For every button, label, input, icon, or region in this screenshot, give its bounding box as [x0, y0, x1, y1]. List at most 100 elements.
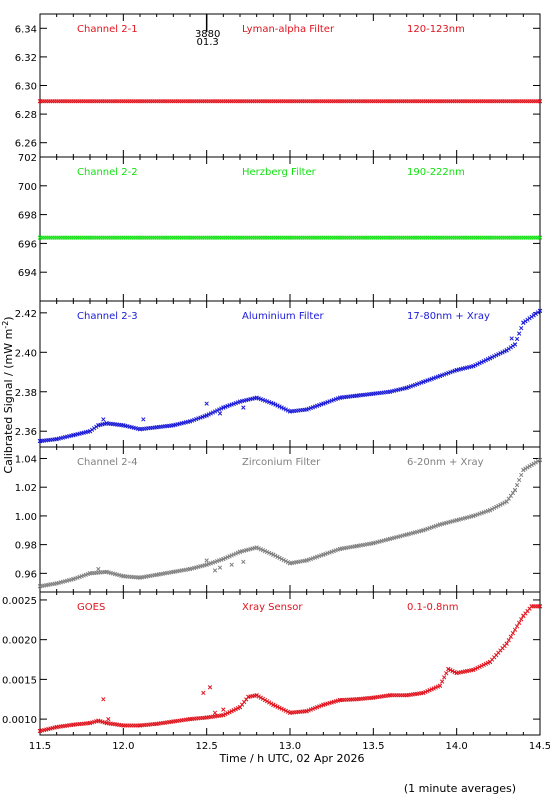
data-point: [221, 556, 226, 562]
data-point: [304, 709, 309, 714]
data-point: [494, 504, 499, 510]
data-point: [137, 575, 143, 580]
data-point: [512, 627, 518, 632]
outlier-point: [212, 568, 218, 573]
data-point: [421, 528, 426, 533]
y-tick-label: 0.0015: [2, 675, 37, 686]
data-point: [354, 697, 359, 702]
data-point: [254, 395, 259, 400]
outlier-point: [204, 558, 209, 563]
channel-label: GOES: [77, 602, 105, 613]
y-tick-label: 6.32: [15, 53, 37, 64]
data-point: [104, 421, 109, 426]
data-point: [258, 695, 263, 700]
data-point: [187, 716, 193, 722]
data-point: [104, 569, 109, 575]
data-point: [514, 336, 520, 342]
data-point: [337, 395, 343, 400]
y-tick-label: 698: [18, 211, 37, 222]
data-point: [96, 718, 101, 723]
data-point: [454, 670, 459, 676]
data-point: [337, 697, 343, 703]
footnote: (1 minute averages): [404, 782, 516, 795]
data-point: [504, 499, 509, 504]
band-label: 6-20nm + Xray: [407, 457, 484, 468]
outlier-point: [509, 336, 514, 341]
data-point: [204, 413, 209, 418]
outlier-point: [204, 401, 209, 406]
data-point: [517, 331, 522, 336]
series-points: [37, 308, 543, 444]
data-point: [404, 693, 409, 698]
data-point: [437, 522, 443, 527]
y-axis-label-close: ): [2, 316, 15, 320]
series-points: [37, 604, 543, 734]
data-point: [237, 399, 243, 404]
event-marker-label: 01.3: [197, 37, 219, 48]
data-point: [271, 702, 276, 707]
data-point: [527, 464, 532, 469]
filter-label: Herzberg Filter: [242, 167, 317, 178]
event-marker-label: 3880: [195, 29, 220, 40]
data-point: [204, 715, 209, 720]
data-point: [454, 367, 459, 373]
data-point: [519, 617, 524, 622]
filter-label: Aluminium Filter: [242, 311, 325, 322]
data-point: [510, 490, 516, 496]
data-point: [37, 99, 43, 104]
outlier-point: [101, 697, 106, 702]
data-point: [137, 723, 143, 728]
data-point: [279, 556, 284, 562]
data-point: [187, 419, 193, 424]
data-point: [471, 513, 476, 519]
panel-frame: [39, 156, 541, 302]
y-tick-label: 0.0010: [2, 715, 37, 726]
y-axis-label: Calibrated Signal / (mW m-2): [1, 316, 15, 473]
data-point: [271, 401, 276, 406]
filter-label: Xray Sensor: [242, 602, 303, 613]
data-point: [321, 552, 326, 557]
data-point: [537, 235, 543, 240]
data-point: [237, 549, 243, 554]
data-point: [387, 389, 393, 394]
data-point: [508, 634, 513, 639]
data-point: [439, 679, 445, 684]
data-point: [154, 721, 159, 727]
data-point: [521, 613, 526, 618]
data-point: [502, 500, 507, 505]
channel-label: Channel 2-1: [77, 24, 138, 35]
outlier-point: [221, 707, 226, 712]
filter-label: Zirconium Filter: [242, 457, 321, 468]
y-tick-label: 6.28: [15, 110, 37, 121]
data-point: [504, 641, 509, 646]
data-point: [529, 462, 534, 468]
data-point: [487, 356, 493, 361]
data-point: [37, 584, 43, 589]
outlier-point: [207, 685, 213, 690]
data-point: [404, 385, 409, 390]
data-point: [54, 581, 59, 586]
y-tick-label: 700: [18, 182, 37, 193]
data-point: [514, 482, 520, 488]
data-point: [444, 671, 449, 676]
data-point: [281, 557, 286, 563]
data-point: [354, 543, 359, 549]
data-point: [537, 99, 543, 104]
data-point: [446, 666, 451, 672]
data-point: [221, 712, 226, 718]
channel-label: Channel 2-2: [77, 167, 138, 178]
panel-frame: [39, 300, 541, 448]
data-point: [535, 459, 541, 464]
data-point: [271, 552, 276, 557]
data-point: [508, 493, 513, 498]
data-point: [37, 438, 43, 444]
data-point: [262, 697, 268, 703]
outlier-point: [201, 690, 206, 696]
data-point: [104, 720, 109, 726]
data-point: [537, 457, 543, 463]
data-point: [510, 631, 516, 636]
outlier-point: [101, 417, 106, 422]
data-point: [521, 320, 526, 325]
data-point: [517, 477, 522, 483]
